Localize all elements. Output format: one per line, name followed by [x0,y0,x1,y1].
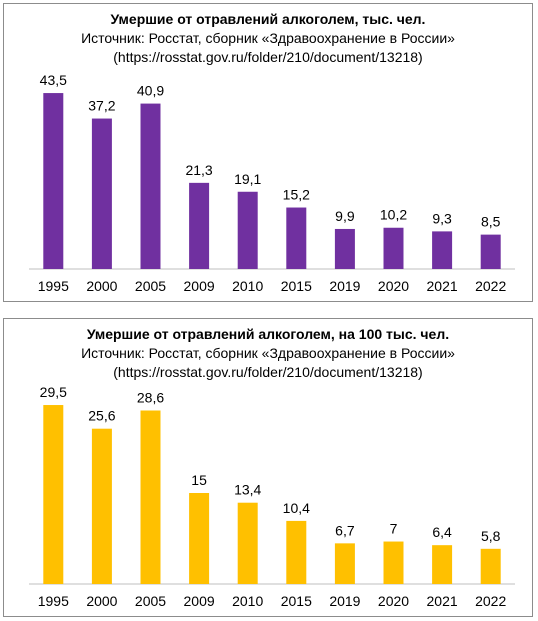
value-label-2019: 6,7 [335,522,355,538]
bar-2005 [140,410,161,584]
value-label-2022: 8,5 [481,214,501,230]
chart-title: Умершие от отравлений алкоголем, тыс. че… [110,11,426,27]
bar-2005 [140,103,161,270]
chart-panel-deaths-per-100k: Умершие от отравлений алкоголем, на 100 … [3,318,533,617]
bar-2010 [237,502,258,584]
bar-2019 [334,228,355,269]
x-tick-label-2015: 2015 [281,278,312,294]
bar-2019 [334,543,355,584]
bar-1995 [43,93,64,269]
bar-chart-deaths-per-100k: 29,5 1995 25,6 2000 28,6 2005 15 2009 13,4 2010 10… [29,384,515,609]
x-tick-label-2005: 2005 [135,593,166,609]
bar-2021 [432,231,453,269]
bar-2020 [383,227,404,269]
x-tick-label-2009: 2009 [184,593,215,609]
bar-2020 [383,541,404,584]
bar-2009 [189,493,210,584]
x-tick-label-2021: 2021 [427,278,458,294]
value-label-2020: 7 [390,521,398,537]
bar-chart-deaths-thousands: 43,5 1995 37,2 2000 40,9 2005 21,3 2009 19,1 2010… [29,72,515,294]
x-tick-label-2015: 2015 [281,593,312,609]
value-label-1995: 29,5 [40,384,67,400]
x-tick-label-2010: 2010 [232,278,263,294]
value-label-2005: 40,9 [137,83,164,99]
bar-2015 [286,520,307,584]
x-tick-label-1995: 1995 [38,593,69,609]
x-tick-label-2009: 2009 [184,278,215,294]
chart-source-url: (https://rosstat.gov.ru/folder/210/docum… [113,49,423,65]
value-label-2000: 37,2 [88,98,115,114]
x-tick-label-2019: 2019 [329,593,360,609]
value-label-1995: 43,5 [40,72,67,88]
value-label-2009: 21,3 [185,162,212,178]
chart-subtitle: Источник: Росстат, сборник «Здравоохране… [81,345,455,361]
x-tick-label-2000: 2000 [86,278,117,294]
bar-2015 [286,207,307,269]
value-label-2005: 28,6 [137,389,164,405]
bar-2021 [432,545,453,584]
x-tick-label-2019: 2019 [329,278,360,294]
chart-subtitle: Источник: Росстат, сборник «Здравоохране… [81,30,455,46]
x-tick-label-1995: 1995 [38,278,69,294]
bar-2000 [91,118,112,270]
value-label-2020: 10,2 [380,207,407,223]
chart-panel-deaths-thousands: Умершие от отравлений алкоголем, тыс. че… [3,3,533,302]
value-label-2021: 6,4 [432,524,452,540]
bar-2009 [189,182,210,269]
chart-title-block: Умершие от отравлений алкоголем, на 100 … [4,325,532,382]
bar-2000 [91,428,112,584]
x-tick-label-2010: 2010 [232,593,263,609]
value-label-2015: 10,4 [283,500,310,516]
x-tick-label-2022: 2022 [475,278,506,294]
chart-source-url: (https://rosstat.gov.ru/folder/210/docum… [113,364,423,380]
value-label-2015: 15,2 [283,187,310,203]
x-tick-label-2005: 2005 [135,278,166,294]
value-label-2009: 15 [191,472,207,488]
bar-1995 [43,405,64,584]
x-tick-label-2020: 2020 [378,278,409,294]
value-label-2022: 5,8 [481,528,501,544]
x-tick-label-2021: 2021 [427,593,458,609]
value-label-2010: 13,4 [234,482,261,498]
bar-2010 [237,191,258,269]
value-label-2010: 19,1 [234,171,261,187]
chart-title: Умершие от отравлений алкоголем, на 100 … [86,326,450,342]
x-tick-label-2000: 2000 [86,593,117,609]
value-label-2000: 25,6 [88,408,115,424]
value-label-2019: 9,9 [335,208,355,224]
chart-title-block: Умершие от отравлений алкоголем, тыс. че… [4,10,532,67]
value-label-2021: 9,3 [432,210,452,226]
x-tick-label-2022: 2022 [475,593,506,609]
bar-2022 [480,234,501,269]
x-tick-label-2020: 2020 [378,593,409,609]
bar-2022 [480,548,501,584]
